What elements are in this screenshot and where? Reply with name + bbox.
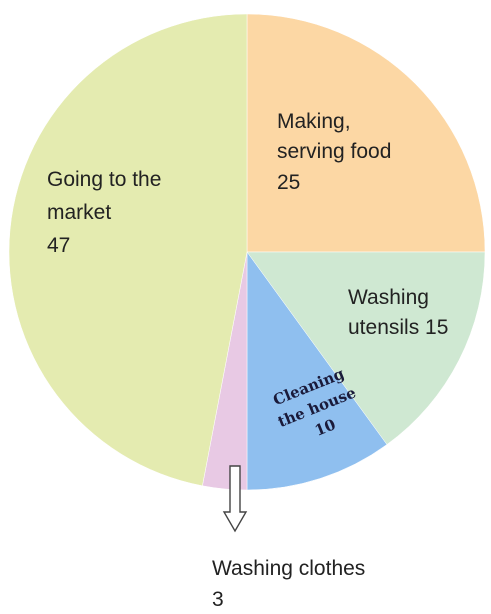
pie-slice-washing-utensils	[246, 251, 486, 445]
pie-slices	[8, 13, 486, 491]
label-market-line1: Going to the	[47, 168, 161, 191]
label-washing-clothes-value: 3	[212, 588, 224, 611]
label-market-line2: market	[47, 201, 111, 224]
pie-slice-going-to-the-market	[8, 13, 248, 487]
label-washing-utensils-line1: Washing	[348, 286, 429, 309]
down-arrow-icon	[222, 465, 248, 533]
pie-slice-cleaning-the-house	[246, 251, 388, 491]
label-making-food-value: 25	[277, 171, 300, 194]
label-market-value: 47	[47, 234, 70, 257]
pie-slice-making-serving-food	[246, 13, 486, 253]
label-making-food-line2: serving food	[277, 140, 391, 163]
label-washing-clothes-line1: Washing clothes	[212, 557, 365, 580]
label-washing-utensils-line2: utensils 15	[348, 316, 448, 339]
label-making-food-line1: Making,	[277, 110, 351, 133]
